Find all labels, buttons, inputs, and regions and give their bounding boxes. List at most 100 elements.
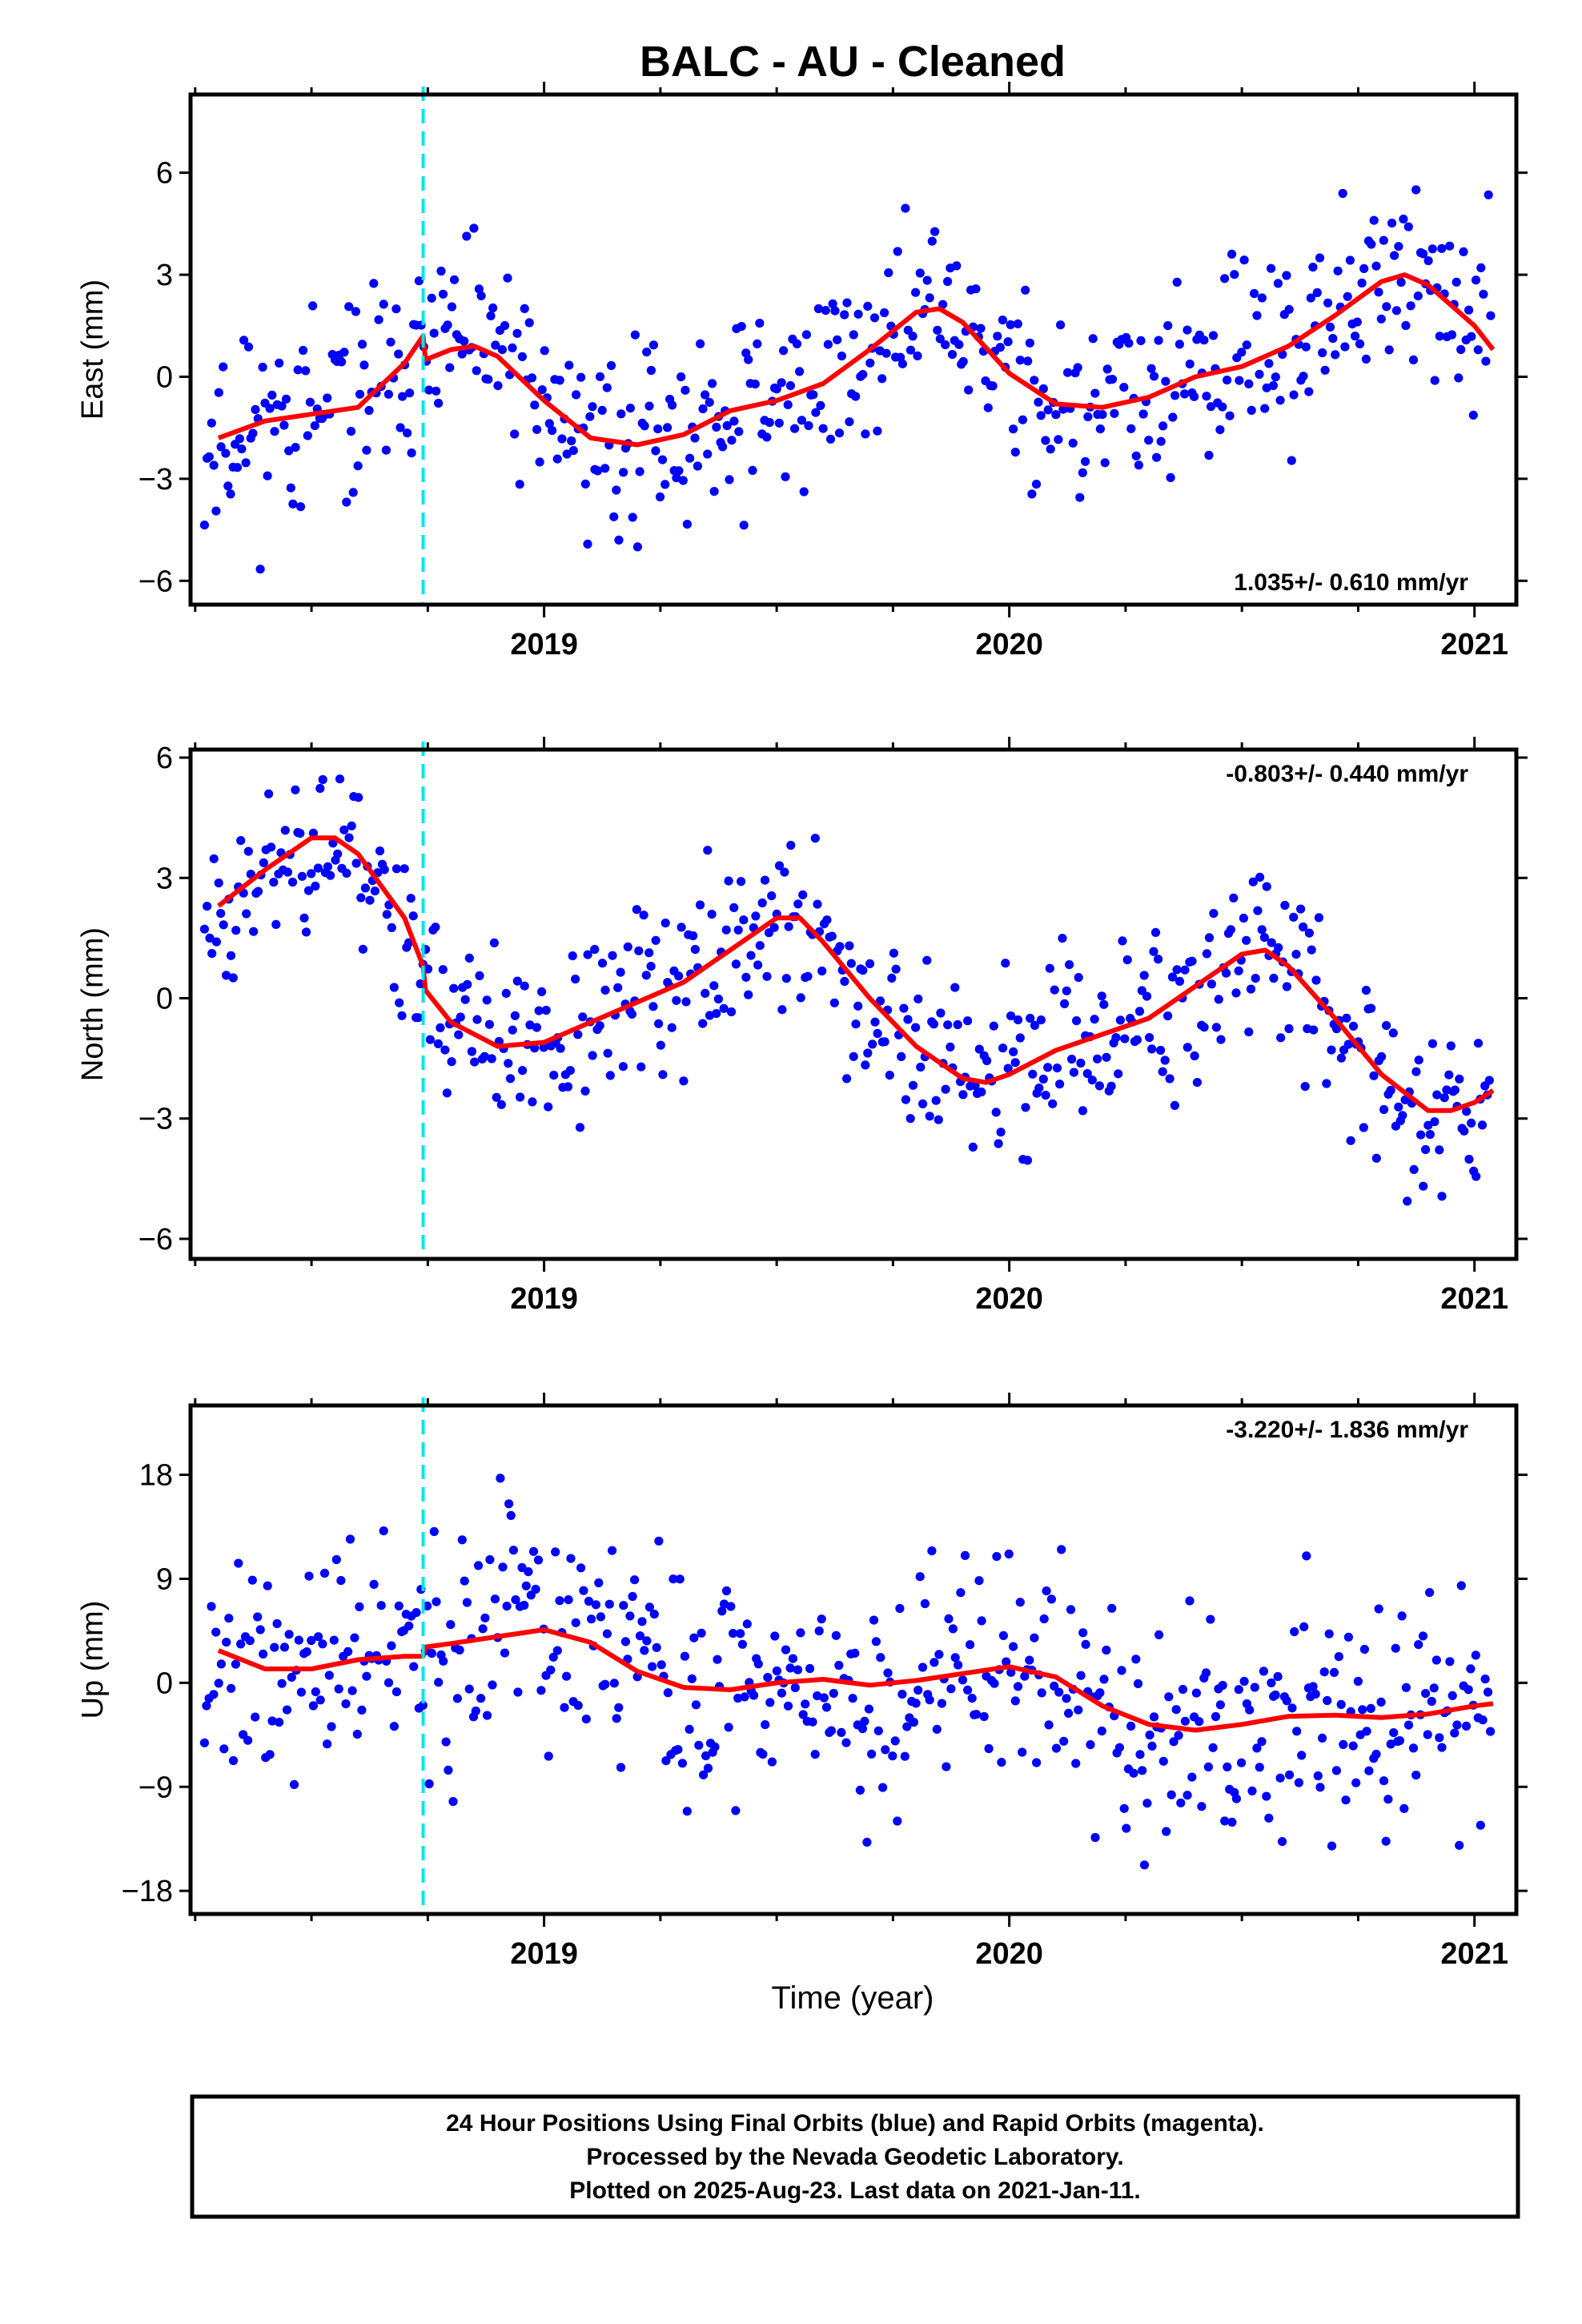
north-point bbox=[1371, 1153, 1381, 1163]
east-point bbox=[1435, 332, 1444, 341]
north-point bbox=[408, 911, 418, 921]
north-point bbox=[211, 937, 221, 947]
east-point bbox=[925, 293, 934, 303]
east-point bbox=[833, 335, 842, 344]
up-point bbox=[871, 1637, 881, 1647]
east-point bbox=[342, 497, 351, 507]
north-point bbox=[829, 998, 839, 1007]
north-point bbox=[851, 1019, 861, 1029]
up-point bbox=[383, 1678, 394, 1687]
east-point bbox=[595, 372, 605, 381]
east-point bbox=[362, 445, 371, 455]
up-point bbox=[1231, 1794, 1241, 1803]
up-point bbox=[1267, 1678, 1276, 1687]
up-point bbox=[697, 1628, 706, 1638]
up-point bbox=[1271, 1690, 1280, 1700]
up-point bbox=[873, 1726, 883, 1735]
east-point bbox=[1134, 460, 1143, 470]
up-point bbox=[1247, 1786, 1257, 1795]
up-point bbox=[1239, 1676, 1249, 1687]
north-point bbox=[583, 950, 592, 959]
east-point bbox=[1081, 456, 1090, 466]
east-point bbox=[964, 385, 974, 395]
up-point bbox=[717, 1606, 727, 1616]
east-point bbox=[606, 360, 616, 371]
north-point bbox=[1234, 966, 1243, 975]
up-point bbox=[992, 1552, 1002, 1562]
up-point bbox=[209, 1690, 219, 1699]
north-point bbox=[744, 990, 753, 999]
east-point bbox=[1299, 372, 1308, 381]
east-point bbox=[508, 343, 517, 352]
north-point bbox=[1280, 900, 1290, 911]
east-point bbox=[988, 381, 998, 391]
up-point bbox=[920, 1598, 930, 1609]
north-point bbox=[1216, 1035, 1226, 1044]
up-point bbox=[231, 1659, 240, 1669]
north-point bbox=[741, 972, 751, 982]
east-point bbox=[223, 481, 233, 491]
east-point bbox=[1252, 311, 1262, 320]
up-point bbox=[228, 1755, 239, 1766]
north-point bbox=[243, 846, 253, 856]
up-point bbox=[736, 1629, 745, 1638]
north-point bbox=[406, 894, 416, 903]
east-point bbox=[243, 342, 254, 352]
east-point bbox=[1271, 372, 1280, 382]
up-point bbox=[1133, 1679, 1143, 1688]
up-point bbox=[357, 1705, 367, 1715]
north-point bbox=[358, 944, 367, 954]
east-point bbox=[1126, 424, 1136, 433]
east-point bbox=[851, 392, 861, 401]
up-point bbox=[998, 1630, 1008, 1640]
east-point bbox=[813, 304, 823, 314]
east-point bbox=[1308, 263, 1318, 272]
up-point bbox=[1302, 1551, 1311, 1561]
north-point bbox=[1284, 1023, 1294, 1034]
north-point bbox=[1259, 933, 1269, 943]
north-point bbox=[440, 1045, 450, 1055]
up-point bbox=[1025, 1655, 1034, 1665]
up-point bbox=[1364, 1766, 1374, 1775]
north-point bbox=[849, 1051, 858, 1061]
east-point bbox=[288, 499, 298, 509]
east-point bbox=[199, 521, 209, 530]
north-point bbox=[1346, 1136, 1355, 1145]
north-point bbox=[1010, 1058, 1020, 1068]
east-point bbox=[614, 535, 624, 545]
up-point bbox=[1437, 1743, 1447, 1752]
up-point bbox=[1066, 1605, 1076, 1614]
up-point bbox=[925, 1695, 934, 1705]
up-point bbox=[1297, 1751, 1307, 1760]
east-point bbox=[718, 442, 728, 452]
east-point bbox=[323, 393, 332, 403]
north-point bbox=[1158, 1067, 1167, 1076]
north-point bbox=[549, 1071, 559, 1080]
up-point bbox=[821, 1703, 832, 1712]
north-point bbox=[1009, 1047, 1018, 1056]
north-point bbox=[769, 923, 779, 932]
up-point bbox=[315, 1695, 325, 1705]
north-point bbox=[203, 902, 212, 911]
east-point bbox=[893, 247, 902, 256]
north-point bbox=[784, 922, 793, 931]
east-point bbox=[804, 420, 813, 431]
north-point bbox=[347, 821, 356, 830]
up-point bbox=[564, 1595, 573, 1605]
east-point bbox=[281, 394, 291, 404]
north-point bbox=[492, 1092, 501, 1102]
up-point bbox=[1015, 1598, 1025, 1607]
east-point bbox=[583, 539, 592, 549]
up-point bbox=[1164, 1692, 1174, 1702]
up-point bbox=[1343, 1632, 1353, 1642]
east-point bbox=[663, 423, 673, 432]
up-point bbox=[355, 1602, 364, 1611]
north-point bbox=[472, 1015, 482, 1024]
north-point bbox=[1043, 1063, 1053, 1072]
east-point bbox=[1333, 266, 1343, 275]
north-point bbox=[219, 920, 228, 930]
up-point bbox=[1042, 1586, 1051, 1596]
up-xtick-label: 2020 bbox=[975, 1937, 1043, 1971]
east-point bbox=[214, 388, 223, 397]
up-point bbox=[724, 1723, 733, 1732]
